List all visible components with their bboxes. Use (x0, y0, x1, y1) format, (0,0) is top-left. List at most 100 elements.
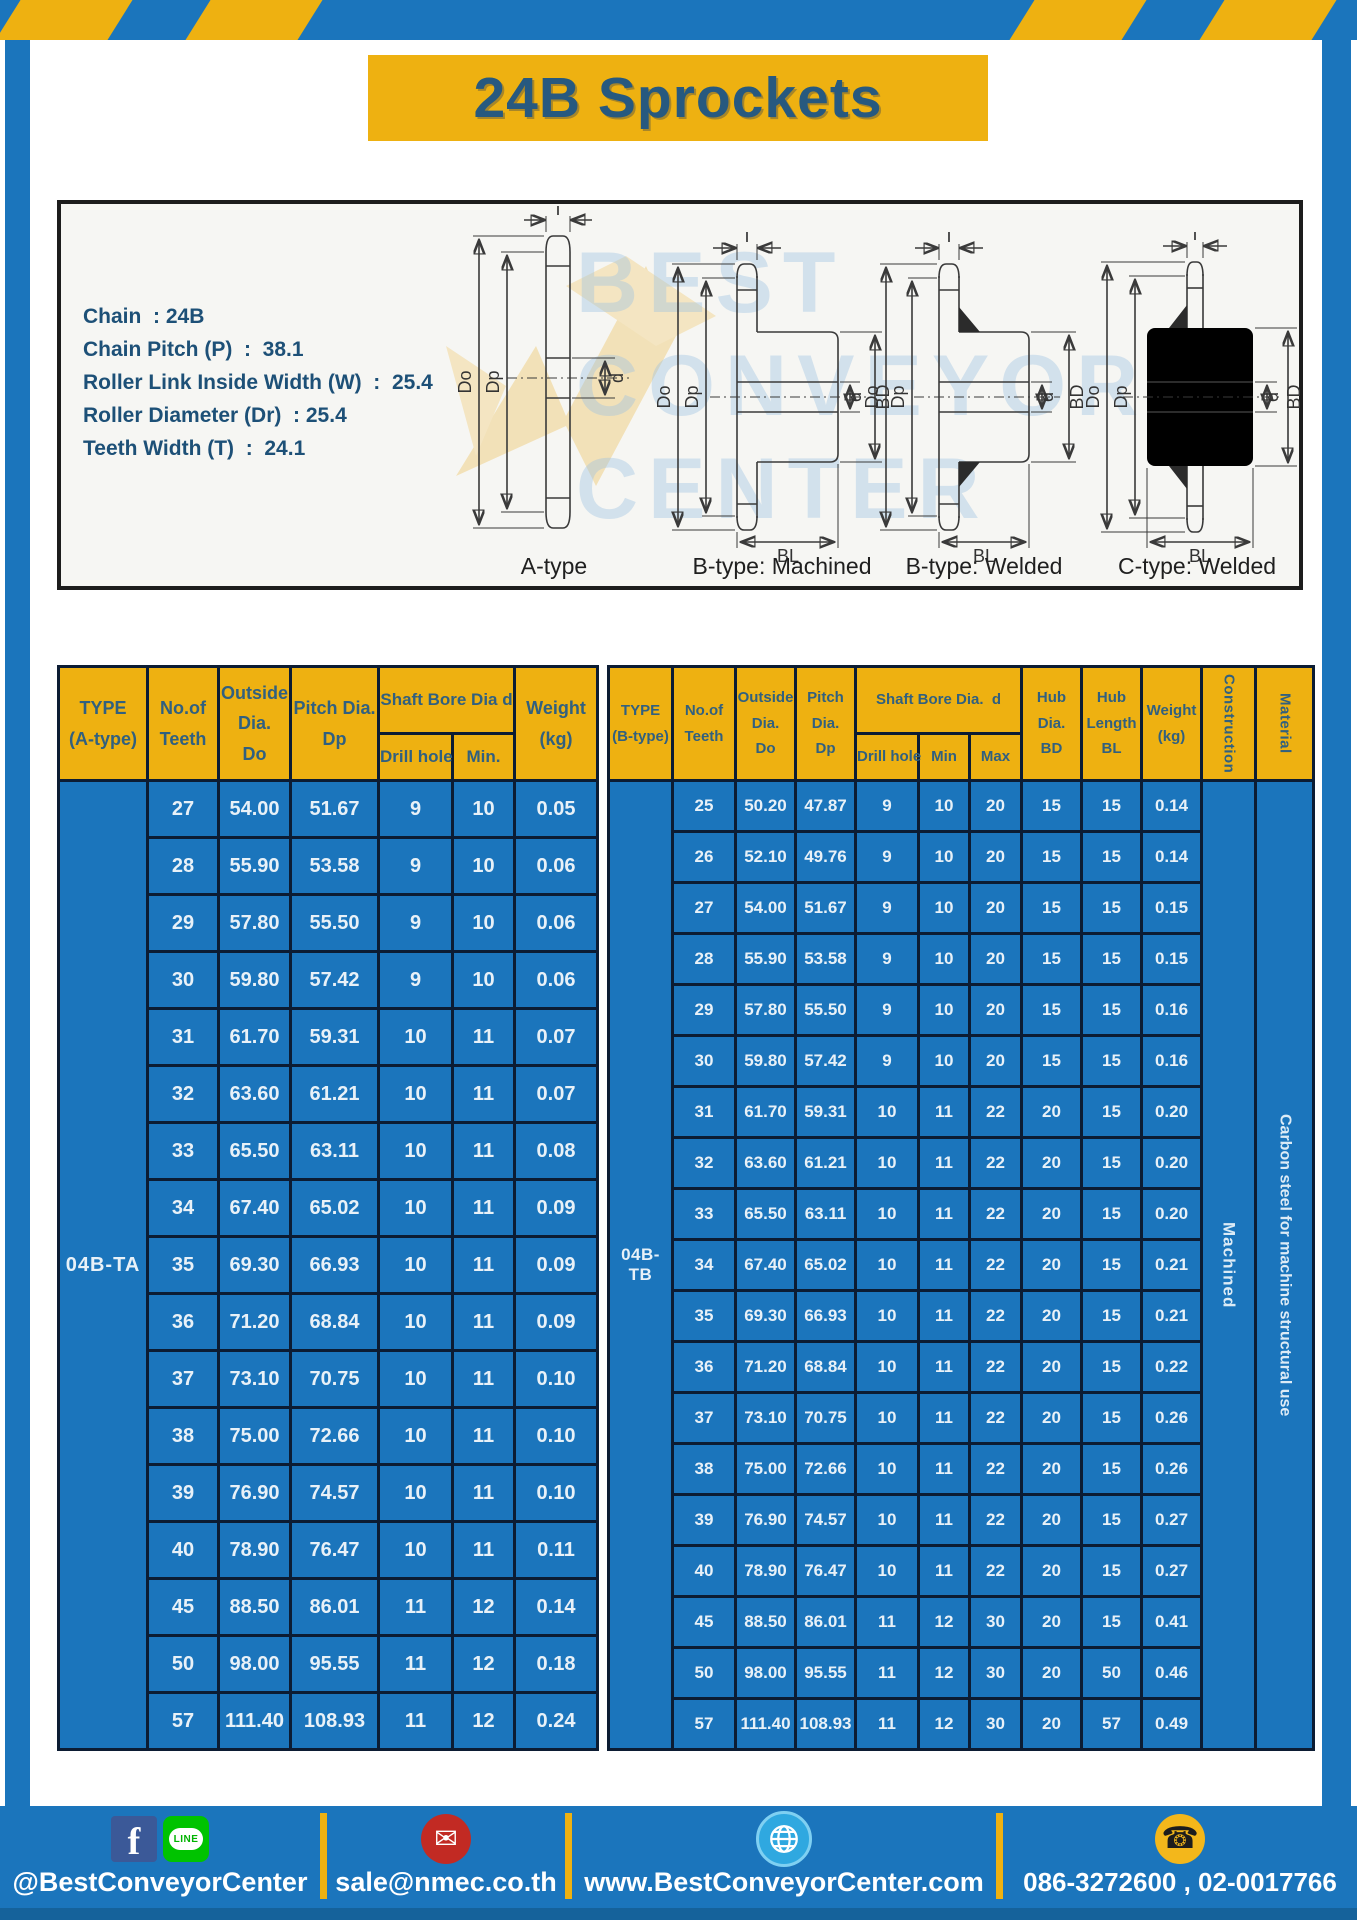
table-cell: 49.76 (794, 830, 857, 884)
table-cell: 20 (967, 932, 1024, 986)
table-cell: 53.58 (289, 836, 380, 896)
a-type-table-header: TYPE (A-type) No.of Teeth Outside Dia. D… (57, 665, 599, 782)
col-weight: Weight (kg) (513, 665, 599, 782)
table-cell: 20 (1020, 1238, 1084, 1292)
table-row: 38 75.00 72.66 10 11 22 20 15 0.26 (609, 1442, 1314, 1496)
spec-chain: Chain : 24B (83, 305, 205, 328)
table-cell: 11 (451, 1178, 516, 1238)
table-row: 04B-TB 25 50.20 47.87 9 10 20 15 15 0.14 Machined C… (607, 779, 1316, 1751)
table-cell: 11 (451, 1520, 516, 1580)
table-cell: 40 (671, 1544, 737, 1598)
table-cell: 11 (377, 1634, 454, 1694)
table-cell: 55.90 (734, 932, 797, 986)
col-drill-hole: Drill hole (854, 732, 921, 782)
table-cell: 15 (1080, 1136, 1144, 1190)
table-cell: 10 (854, 1340, 920, 1394)
table-cell: 15 (1080, 779, 1144, 833)
table-cell: 22 (967, 1289, 1024, 1343)
table-cell: 0.26 (1140, 1391, 1204, 1445)
table-cell: 74.57 (289, 1463, 380, 1523)
table-cell: 55.50 (289, 893, 380, 953)
c-type-welded-drawing: Do Dp T d BD BL (1085, 232, 1304, 564)
table-cell: 20 (967, 830, 1024, 884)
table-cell: 37 (146, 1349, 220, 1409)
footer-email-section: ✉ sale@nmec.co.th (327, 1806, 565, 1906)
svg-text:T: T (553, 206, 564, 219)
email-icon[interactable]: ✉ (421, 1814, 471, 1864)
table-cell: 28 (671, 932, 737, 986)
table-cell: 34 (671, 1238, 737, 1292)
svg-text:T: T (1190, 232, 1201, 244)
svg-text:BL: BL (1189, 546, 1211, 564)
table-cell: 0.18 (513, 1634, 599, 1694)
table-cell: 15 (1080, 881, 1144, 935)
table-cell: 0.09 (513, 1292, 599, 1352)
table-cell: 11 (451, 1406, 516, 1466)
spec-chain-pitch: Chain Pitch (P) : 38.1 (83, 338, 304, 361)
table-cell: 70.75 (289, 1349, 380, 1409)
table-cell: 30 (967, 1646, 1024, 1700)
table-cell: 50.20 (734, 779, 797, 833)
globe-icon[interactable] (756, 1811, 812, 1867)
table-cell: 0.15 (1140, 932, 1204, 986)
table-cell: 57.42 (289, 950, 380, 1010)
table-cell: 15 (1020, 881, 1084, 935)
table-cell: 20 (1020, 1085, 1084, 1139)
table-cell: 0.09 (513, 1178, 599, 1238)
table-cell: 20 (967, 1034, 1024, 1088)
website-url[interactable]: www.BestConveyorCenter.com (584, 1867, 984, 1897)
table-cell: 31 (671, 1085, 737, 1139)
footer-divider (565, 1813, 572, 1899)
table-cell: 10 (854, 1289, 920, 1343)
table-row: 57 111.40 108.93 11 12 30 20 57 0.49 (609, 1697, 1314, 1751)
footer-social-section: f LINE @BestConveyorCenter (0, 1806, 320, 1906)
diagram-panel: BEST CONVEYOR CENTER Chain : 24B Chain P… (57, 200, 1304, 590)
table-cell: 57.80 (217, 893, 292, 953)
vertical-cell-text: Machined (1219, 1221, 1239, 1309)
table-row: 37 73.10 70.75 10 11 22 20 15 0.26 (609, 1391, 1314, 1445)
table-cell: 15 (1080, 1595, 1144, 1649)
table-row: 32 63.60 61.21 10 11 0.07 (59, 1064, 599, 1124)
table-cell: 66.93 (794, 1289, 857, 1343)
table-row: 30 59.80 57.42 9 10 20 15 15 0.16 (609, 1034, 1314, 1088)
email-address[interactable]: sale@nmec.co.th (335, 1867, 557, 1897)
table-cell: 20 (1020, 1595, 1084, 1649)
table-row: 36 71.20 68.84 10 11 22 20 15 0.22 (609, 1340, 1314, 1394)
table-cell: 15 (1080, 932, 1144, 986)
col-pitch: Pitch Dia. Dp (289, 665, 380, 782)
table-cell: 11 (451, 1235, 516, 1295)
line-icon[interactable]: LINE (163, 1816, 209, 1862)
right-border (1322, 38, 1351, 1808)
social-handle[interactable]: @BestConveyorCenter (12, 1867, 308, 1897)
construction-cell: Machined (1200, 779, 1258, 1751)
table-cell: 10 (917, 830, 971, 884)
footer-contact-bar: f LINE @BestConveyorCenter ✉ sale@nmec.c… (0, 1806, 1357, 1920)
type-cell: 04B-TA (57, 779, 149, 1751)
table-cell: 0.06 (513, 893, 599, 953)
table-cell: 11 (917, 1136, 971, 1190)
table-row: 40 78.90 76.47 10 11 22 20 15 0.27 (609, 1544, 1314, 1598)
svg-text:Do: Do (455, 370, 475, 393)
table-cell: 37 (671, 1391, 737, 1445)
table-cell: 11 (917, 1187, 971, 1241)
phone-numbers[interactable]: 086-3272600 , 02-0017766 (1023, 1867, 1337, 1897)
phone-icon[interactable]: ☎ (1155, 1814, 1205, 1864)
table-cell: 10 (917, 983, 971, 1037)
table-cell: 32 (671, 1136, 737, 1190)
table-cell: 68.84 (289, 1292, 380, 1352)
table-cell: 27 (146, 779, 220, 839)
table-row: 04B-TA 27 54.00 51.67 9 10 0.05 (57, 779, 599, 1751)
table-row: 36 71.20 68.84 10 11 0.09 (59, 1292, 599, 1352)
table-cell: 76.47 (794, 1544, 857, 1598)
table-cell: 10 (854, 1442, 920, 1496)
facebook-icon[interactable]: f (111, 1816, 157, 1862)
table-cell: 68.84 (794, 1340, 857, 1394)
table-cell: 10 (377, 1406, 454, 1466)
svg-text:Do: Do (654, 385, 674, 408)
spec-roller-dia: Roller Diameter (Dr) : 25.4 (83, 404, 347, 427)
table-cell: 15 (1080, 1034, 1144, 1088)
table-row: 39 76.90 74.57 10 11 22 20 15 0.27 (609, 1493, 1314, 1547)
table-cell: 86.01 (794, 1595, 857, 1649)
table-cell: 10 (917, 1034, 971, 1088)
table-cell: 33 (146, 1121, 220, 1181)
